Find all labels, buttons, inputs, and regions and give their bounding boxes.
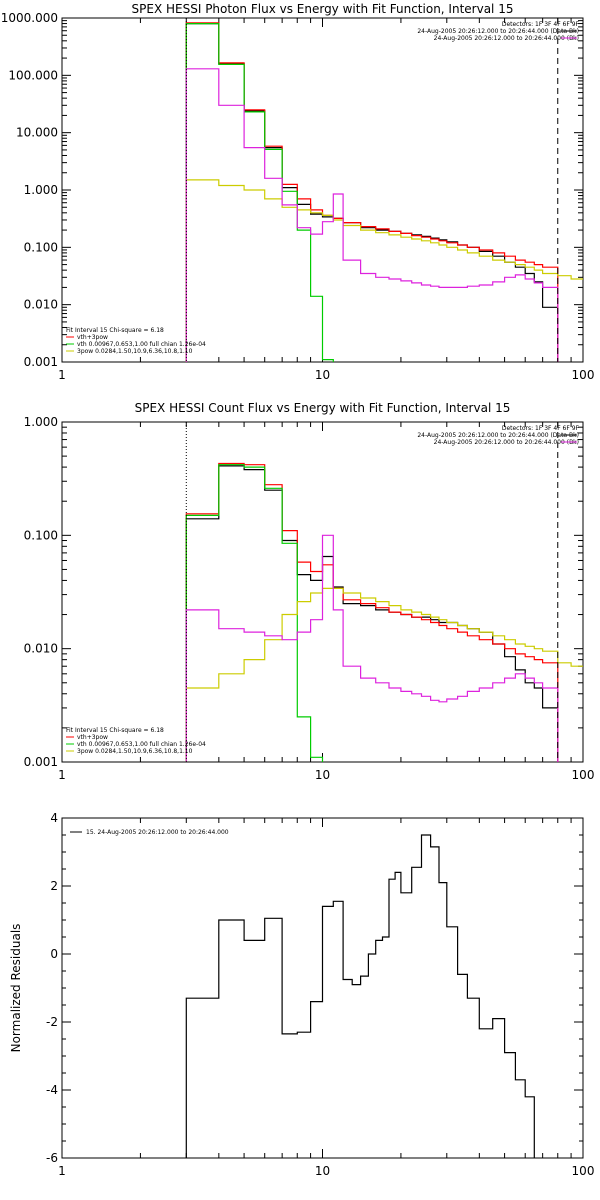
header-text: 24-Aug-2005 20:26:12.000 to 20:26:44.000…: [434, 35, 579, 42]
y-tick-label: 0.010: [24, 642, 58, 656]
legend-text: vth+3pow: [77, 334, 108, 341]
x-tick-label: 10: [315, 1164, 330, 1178]
chart-panel-3: 1 10 100 -6 -4 -2 0 2 4 Normalized Residuals 15. 2…: [9, 811, 594, 1178]
header-text: 24-Aug-2005 20:26:12.000 to 20:26:44.000…: [417, 432, 579, 439]
series-line-data-bk: [185, 465, 559, 762]
chart-title: SPEX HESSI Count Flux vs Energy with Fit…: [135, 401, 511, 415]
series-line-vth-3pow: [185, 462, 559, 762]
y-tick-label: 2: [50, 879, 58, 893]
series-line-vth: [185, 464, 324, 762]
series-group: [185, 22, 583, 362]
x-tick-label: 100: [572, 1164, 595, 1178]
series-group: [185, 834, 535, 1158]
y-axis-label: Normalized Residuals: [9, 924, 23, 1053]
y-tick-label: 10.000: [16, 126, 58, 140]
chart-title: SPEX HESSI Photon Flux vs Energy with Fi…: [132, 2, 514, 16]
legend-text: Fit Interval 15 Chi-square = 6.18: [66, 327, 164, 334]
y-tick-label: 0.100: [24, 528, 58, 542]
y-tick-label: 1000.000: [1, 11, 58, 25]
series-line-vth-3pow: [185, 22, 559, 362]
y-tick-label: 1.000: [24, 415, 58, 429]
y-tick-label: 100.000: [8, 68, 58, 82]
series-line-data-bk: [185, 23, 559, 362]
y-tick-label: 0.001: [24, 755, 58, 769]
y-tick-label: 1.000: [24, 183, 58, 197]
y-tick-label: -2: [46, 1015, 58, 1029]
x-tick-label: 10: [315, 368, 330, 382]
x-tick-label: 1: [58, 1164, 66, 1178]
header-text: 24-Aug-2005 20:26:12.000 to 20:26:44.000…: [434, 439, 579, 446]
series-line-bk: [185, 534, 559, 762]
series-line-3pow: [185, 587, 583, 762]
legend-text: Fit Interval 15 Chi-square = 6.18: [66, 727, 164, 734]
x-tick-label: 100: [572, 368, 595, 382]
header-text: Detectors: 1F 3F 4F 6F 9F: [502, 425, 580, 432]
y-tick-label: 0.010: [24, 298, 58, 312]
legend-text: vth 0.00967,0.653,1.00 full chian 1.26e-…: [77, 341, 206, 348]
y-tick-label: 0: [50, 947, 58, 961]
legend-text: vth 0.00967,0.653,1.00 full chian 1.26e-…: [77, 741, 206, 748]
x-tick-label: 100: [572, 768, 595, 782]
y-tick-label: -6: [46, 1151, 58, 1165]
series-line-3pow: [185, 179, 583, 362]
legend-text: 3pow 0.0284,1.50,10.9,6.36,10.8,1.10: [77, 748, 193, 755]
series-line-bk: [185, 68, 559, 362]
series-line-vth: [185, 23, 334, 362]
x-tick-label: 1: [58, 768, 66, 782]
chart-panel-2: SPEX HESSI Count Flux vs Energy with Fit…: [24, 401, 595, 782]
series-group: [185, 462, 583, 762]
series-line-15-24-aug-2005-20-26-12-000-to-20-26-44-000: [185, 834, 535, 1158]
y-tick-label: 0.001: [24, 355, 58, 369]
x-tick-label: 10: [315, 768, 330, 782]
chart-panel-1: SPEX HESSI Photon Flux vs Energy with Fi…: [1, 2, 595, 382]
legend-text: 15. 24-Aug-2005 20:26:12.000 to 20:26:44…: [86, 829, 229, 836]
y-tick-label: 0.100: [24, 240, 58, 254]
x-tick-label: 1: [58, 368, 66, 382]
y-tick-label: 4: [50, 811, 58, 825]
header-text: Detectors: 1F 3F 4F 6F 9F: [502, 21, 580, 28]
y-tick-label: -4: [46, 1083, 58, 1097]
legend-text: vth+3pow: [77, 734, 108, 741]
legend-text: 3pow 0.0284,1.50,10.9,6.36,10.8,1.10: [77, 348, 193, 355]
header-text: 24-Aug-2005 20:26:12.000 to 20:26:44.000…: [417, 28, 579, 35]
